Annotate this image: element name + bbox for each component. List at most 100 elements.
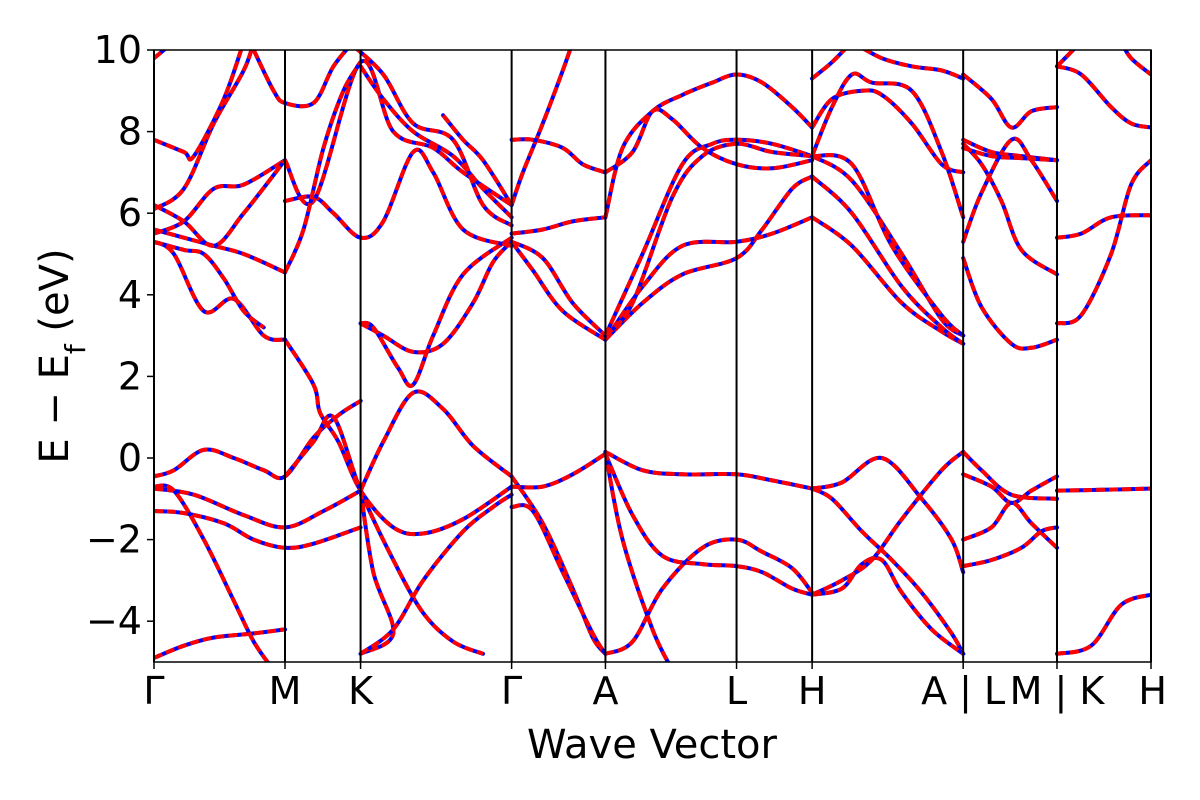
band-line-solid — [283, 60, 363, 275]
band-line-dashed — [154, 486, 362, 530]
band-line-solid — [358, 239, 514, 355]
band-line-dashed — [154, 227, 286, 275]
y-tick-label: −2 — [86, 518, 142, 562]
x-tick-label: M — [269, 669, 302, 713]
band-line-dashed — [1056, 213, 1151, 240]
band-line-dashed — [283, 413, 484, 656]
x-tick-label: A | L — [921, 669, 1005, 714]
band-line-dashed — [359, 240, 514, 355]
band-line-dashed — [810, 50, 847, 81]
band-line-dashed — [1056, 64, 1151, 130]
band-line-dashed — [810, 175, 965, 346]
x-tick-label: Γ — [501, 669, 522, 713]
band-line-dashed — [603, 451, 671, 662]
band-line-solid — [810, 153, 966, 338]
band-line-dashed — [962, 145, 1058, 163]
bands-layer — [154, 50, 1151, 662]
band-line-solid — [961, 500, 1059, 550]
band-line-dashed — [962, 500, 1059, 550]
band-line-dashed — [358, 389, 513, 492]
plot-frame — [153, 49, 1152, 663]
band-line-dashed — [811, 450, 965, 597]
band-line-dashed — [510, 239, 607, 338]
band-line-dashed — [284, 147, 513, 248]
band-line-dashed — [1123, 50, 1151, 77]
band-line-solid — [283, 413, 485, 656]
band-line-dashed — [1056, 592, 1151, 656]
y-axis-title-main: E − E — [32, 354, 78, 464]
band-line-solid — [358, 235, 514, 388]
band-line-dashed — [604, 107, 813, 175]
y-tick-label: 2 — [118, 354, 142, 398]
band-line-solid — [961, 72, 1059, 130]
band-line-solid — [1055, 158, 1151, 326]
band-line-dashed — [961, 142, 1059, 277]
y-axis: 10 8 6 4 2 0 −2 −4 — [86, 28, 154, 643]
x-tick-label: M | K — [1010, 669, 1106, 714]
band-line-solid — [603, 449, 671, 662]
band-line-dashed — [811, 555, 965, 656]
band-line-dashed — [510, 240, 607, 342]
y-axis-title-sub: f — [59, 343, 92, 354]
y-tick-label: 10 — [94, 28, 142, 72]
x-tick-label: Γ — [143, 669, 164, 713]
band-line-dashed — [154, 158, 287, 236]
band-line-solid — [603, 107, 815, 175]
band-line-dashed — [360, 236, 513, 388]
band-line-dashed — [441, 114, 514, 207]
band-line-dashed — [603, 215, 813, 341]
band-line-solid — [603, 174, 815, 342]
band-line-solid — [1055, 592, 1151, 656]
band-line-dashed — [154, 239, 265, 330]
band-line-solid — [355, 50, 514, 228]
band-line-solid — [861, 50, 966, 81]
band-line-dashed — [154, 627, 286, 660]
band-line-solid — [810, 154, 966, 338]
band-line-dashed — [251, 50, 349, 109]
band-line-dashed — [961, 257, 1058, 351]
band-line-dashed — [810, 88, 964, 175]
x-tick-label: A — [592, 669, 618, 713]
band-line-solid — [1123, 50, 1151, 77]
band-line-dashed — [603, 137, 813, 337]
band-line-dashed — [154, 239, 286, 342]
band-line-solid — [251, 50, 349, 109]
band-line-solid — [603, 449, 815, 491]
band-line-dashed — [154, 50, 244, 162]
band-line-solid — [154, 398, 363, 481]
band-line-dashed — [962, 525, 1058, 569]
band-line-solid — [961, 256, 1059, 351]
y-tick-label: 4 — [118, 273, 142, 317]
band-line-dashed — [604, 450, 813, 491]
band-line-dashed — [154, 509, 362, 550]
band-line-dashed — [961, 72, 1058, 130]
y-axis-title-unit: (eV) — [32, 248, 78, 344]
band-line-solid — [603, 215, 815, 342]
band-line-solid — [603, 537, 815, 656]
band-line-dashed — [283, 61, 363, 274]
band-line-dashed — [961, 450, 1058, 501]
band-line-dashed — [811, 154, 965, 338]
y-tick-label: 8 — [118, 110, 142, 154]
band-line-solid — [509, 50, 573, 207]
band-line-dashed — [811, 486, 965, 655]
band-line-dashed — [154, 50, 168, 60]
band-line-dashed — [358, 65, 514, 219]
band-line-dashed — [861, 50, 964, 81]
band-line-solid — [961, 141, 1059, 277]
band-line-dashed — [603, 141, 813, 338]
band-line-dashed — [355, 50, 513, 228]
x-tick-label: L — [726, 669, 747, 713]
band-line-dashed — [604, 537, 814, 656]
band-line-dashed — [511, 215, 606, 236]
band-line-solid — [154, 50, 244, 162]
band-line-dashed — [358, 490, 396, 656]
x-tick-label: K — [348, 669, 374, 713]
band-line-dashed — [1056, 158, 1151, 326]
band-line-dashed — [359, 493, 513, 656]
x-axis-title: Wave Vector — [527, 722, 778, 768]
band-line-dashed — [810, 71, 966, 218]
y-tick-label: 0 — [118, 436, 142, 480]
